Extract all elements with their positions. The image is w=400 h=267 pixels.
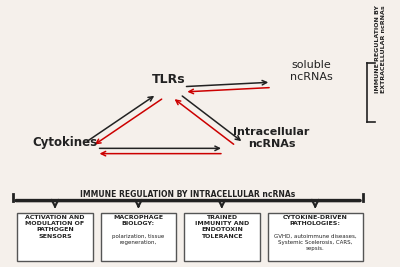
Text: GVHD, autoimmune diseases,
Systemic Scelerosis, CARS,
sepsis.: GVHD, autoimmune diseases, Systemic Scel… <box>274 234 356 251</box>
Text: TLRs: TLRs <box>152 73 185 86</box>
Text: MACROPHAGE
BIOLOGY:: MACROPHAGE BIOLOGY: <box>114 215 164 226</box>
FancyBboxPatch shape <box>17 213 93 261</box>
FancyBboxPatch shape <box>101 213 176 261</box>
Text: Intracellular
ncRNAs: Intracellular ncRNAs <box>233 127 310 149</box>
Text: IMMUNE REGULATION BY
EXTRACELLULAR ncRNAs: IMMUNE REGULATION BY EXTRACELLULAR ncRNA… <box>375 5 386 93</box>
Text: ACTIVATION AND
MODULATION OF
PATHOGEN
SENSORS: ACTIVATION AND MODULATION OF PATHOGEN SE… <box>25 215 85 238</box>
Text: polarization, tissue
regeneration,: polarization, tissue regeneration, <box>112 234 164 245</box>
Text: TRAINED
IMMUNITY AND
ENDOTOXIN
TOLERANCE: TRAINED IMMUNITY AND ENDOTOXIN TOLERANCE <box>195 215 249 238</box>
FancyBboxPatch shape <box>184 213 260 261</box>
Text: Cytokines: Cytokines <box>32 136 98 149</box>
Text: IMMUNE REGULATION BY INTRACELLULAR ncRNAs: IMMUNE REGULATION BY INTRACELLULAR ncRNA… <box>80 190 296 199</box>
Text: soluble
ncRNAs: soluble ncRNAs <box>290 60 332 81</box>
Text: CYTOKINE-DRIVEN
PATHOLOGIES:: CYTOKINE-DRIVEN PATHOLOGIES: <box>283 215 348 226</box>
FancyBboxPatch shape <box>268 213 363 261</box>
